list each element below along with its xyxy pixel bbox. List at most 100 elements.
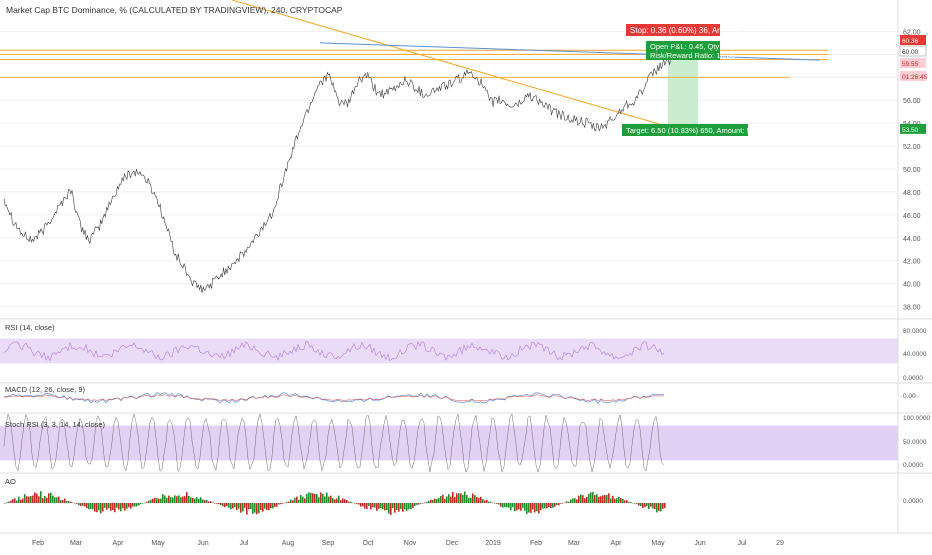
ao-bar [492, 502, 494, 504]
ao-bar [64, 498, 66, 503]
time-tick-label: Jul [738, 540, 747, 547]
ao-bar [426, 501, 428, 503]
ao-bar [338, 495, 340, 503]
stoch-tick-label: 100.0000 [903, 415, 930, 422]
ao-bar [326, 492, 328, 503]
ao-bar [442, 494, 444, 503]
ao-bar [344, 499, 346, 503]
ao-bar [600, 496, 602, 503]
ao-bar [450, 496, 452, 503]
ao-bar [18, 496, 20, 503]
ao-bar [464, 491, 466, 503]
ao-bar [554, 503, 556, 507]
ao-bar [342, 498, 344, 503]
ao-bar [606, 494, 608, 503]
ao-bar [4, 503, 6, 504]
ao-bar [126, 503, 128, 509]
ao-bar [144, 502, 146, 504]
stop-price-badge: 60.36 [900, 35, 926, 45]
stoch-tick-label: 50.0000 [903, 439, 927, 446]
ao-bar [170, 497, 172, 503]
ao-bar [212, 502, 214, 503]
ao-bar [480, 496, 482, 503]
ao-bar [186, 492, 188, 503]
price-tick-label: 38.00 [903, 305, 921, 312]
ao-bar [328, 496, 330, 503]
ao-bar [104, 503, 106, 508]
time-tick-label: Feb [32, 540, 44, 547]
ao-bar [52, 495, 54, 503]
stoch-band [0, 425, 898, 461]
ao-bar [196, 497, 198, 503]
ao-bar [510, 503, 512, 511]
ao-bar [198, 499, 200, 503]
ao-bar [16, 500, 18, 503]
ao-bar [164, 495, 166, 503]
ao-bar [556, 503, 558, 506]
ao-bar [96, 503, 98, 513]
ao-bar [40, 491, 42, 503]
ao-bar [560, 503, 562, 504]
resistance-trendline[interactable] [319, 42, 821, 61]
stop-price-badge-box [900, 35, 926, 45]
ao-bar [248, 503, 250, 510]
ao-bar [264, 503, 266, 509]
ao-bar [234, 503, 236, 508]
chart-title: Market Cap BTC Dominance, % (CALCULATED … [6, 5, 343, 15]
ao-bar [380, 503, 382, 509]
ao-bar [346, 499, 348, 503]
time-tick-label: 29 [776, 540, 784, 547]
ao-bar [494, 503, 496, 504]
ao-bar [512, 503, 514, 508]
ao-bar [466, 495, 468, 503]
ao-bar [476, 496, 478, 503]
ao-bar [116, 503, 118, 508]
ao-bar [102, 503, 104, 512]
time-tick-label: Sep [322, 540, 335, 547]
ao-bar [224, 503, 226, 508]
ao-bar [98, 503, 100, 511]
ao-bar [590, 492, 592, 503]
ao-bar [240, 503, 242, 513]
ao-bar [422, 503, 424, 504]
trend-lines[interactable] [231, 0, 821, 128]
pnl-box[interactable] [646, 41, 720, 60]
ao-bar [316, 494, 318, 503]
ao-bar [90, 503, 92, 509]
ao-bar [218, 503, 220, 505]
ao-bar [374, 503, 376, 508]
descending-trendline[interactable] [231, 0, 669, 128]
ao-bar [410, 503, 412, 510]
ao-bar [386, 503, 388, 510]
ao-bar [272, 503, 274, 509]
ao-bar [488, 501, 490, 503]
ao-bar [360, 503, 362, 507]
ao-bar [150, 499, 152, 503]
time-tick-label: May [651, 540, 665, 547]
ao-bar [486, 499, 488, 503]
ao-bar [78, 503, 80, 506]
ao-bar [392, 503, 394, 509]
ao-bar [262, 503, 264, 512]
ao-bar [268, 503, 270, 511]
ao-bar [496, 503, 498, 504]
ao-bar [88, 503, 90, 510]
time-tick-label: Feb [530, 540, 542, 547]
ao-bar [454, 496, 456, 503]
rsi-tick-label: 40.0000 [903, 351, 927, 358]
time-tick-label: May [151, 540, 165, 547]
ao-bar [214, 503, 216, 504]
ao-bar [566, 501, 568, 503]
ao-bar [340, 500, 342, 503]
target-label-box[interactable] [622, 124, 748, 136]
stop-label-box[interactable] [626, 24, 720, 36]
ao-bar [582, 495, 584, 503]
ao-bar [306, 493, 308, 503]
ao-bar [336, 498, 338, 503]
time-tick-label: Apr [611, 540, 623, 547]
entry-price-badge-text: 60.00 [902, 49, 919, 56]
ao-bar [56, 497, 58, 503]
price-tick-label: 40.00 [903, 282, 921, 289]
ao-bar [638, 503, 640, 506]
